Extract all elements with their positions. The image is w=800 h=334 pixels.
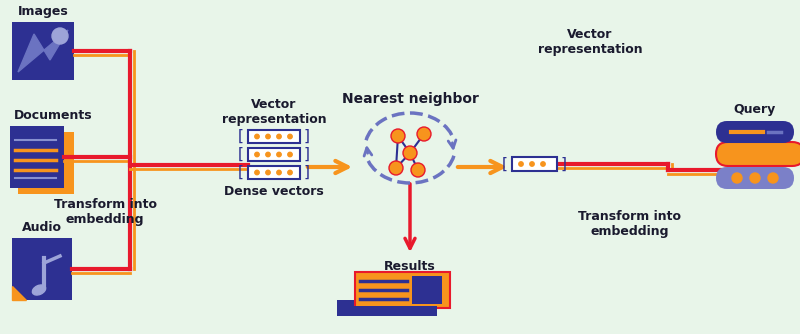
FancyBboxPatch shape: [355, 272, 450, 308]
Circle shape: [277, 170, 282, 175]
Circle shape: [266, 134, 270, 139]
Text: ]: ]: [561, 157, 567, 171]
FancyBboxPatch shape: [716, 142, 800, 166]
Text: Query: Query: [734, 103, 776, 116]
FancyBboxPatch shape: [18, 132, 74, 194]
Circle shape: [52, 28, 68, 44]
Circle shape: [288, 152, 292, 157]
FancyBboxPatch shape: [248, 148, 300, 161]
FancyBboxPatch shape: [248, 130, 300, 143]
FancyBboxPatch shape: [337, 306, 437, 316]
Text: Images: Images: [18, 5, 68, 18]
Circle shape: [288, 170, 292, 175]
Text: [: [: [238, 165, 244, 180]
FancyBboxPatch shape: [337, 300, 419, 316]
Circle shape: [389, 161, 403, 175]
Circle shape: [403, 146, 417, 160]
Text: Results: Results: [384, 260, 436, 273]
Text: Documents: Documents: [14, 109, 93, 122]
Text: ]: ]: [304, 165, 310, 180]
FancyBboxPatch shape: [512, 157, 557, 171]
Ellipse shape: [32, 285, 46, 295]
Text: Transform into
embedding: Transform into embedding: [578, 210, 682, 238]
Circle shape: [541, 162, 546, 166]
Text: ]: ]: [304, 147, 310, 162]
FancyBboxPatch shape: [248, 166, 300, 179]
FancyBboxPatch shape: [12, 22, 74, 80]
Circle shape: [391, 129, 405, 143]
Circle shape: [254, 152, 259, 157]
Circle shape: [530, 162, 534, 166]
Text: Dense vectors: Dense vectors: [224, 185, 324, 198]
Text: [: [: [238, 129, 244, 144]
Circle shape: [768, 173, 778, 183]
Text: Transform into
embedding: Transform into embedding: [54, 198, 157, 226]
Polygon shape: [12, 286, 26, 300]
Circle shape: [518, 162, 523, 166]
FancyBboxPatch shape: [716, 121, 794, 143]
Circle shape: [254, 170, 259, 175]
Text: ]: ]: [304, 129, 310, 144]
Circle shape: [411, 163, 425, 177]
Circle shape: [266, 170, 270, 175]
FancyBboxPatch shape: [12, 238, 72, 300]
FancyBboxPatch shape: [10, 126, 64, 188]
FancyBboxPatch shape: [716, 167, 794, 189]
Text: [: [: [502, 157, 508, 171]
Text: [: [: [238, 147, 244, 162]
FancyBboxPatch shape: [412, 276, 442, 304]
Circle shape: [732, 173, 742, 183]
Circle shape: [417, 127, 431, 141]
Circle shape: [288, 134, 292, 139]
Circle shape: [277, 134, 282, 139]
Text: Vector
representation: Vector representation: [538, 28, 642, 56]
Text: Nearest neighbor: Nearest neighbor: [342, 92, 478, 106]
Circle shape: [266, 152, 270, 157]
Text: Audio: Audio: [22, 221, 62, 234]
Circle shape: [277, 152, 282, 157]
Text: Vector
representation: Vector representation: [222, 98, 326, 126]
Polygon shape: [18, 30, 68, 72]
Circle shape: [750, 173, 760, 183]
Circle shape: [254, 134, 259, 139]
